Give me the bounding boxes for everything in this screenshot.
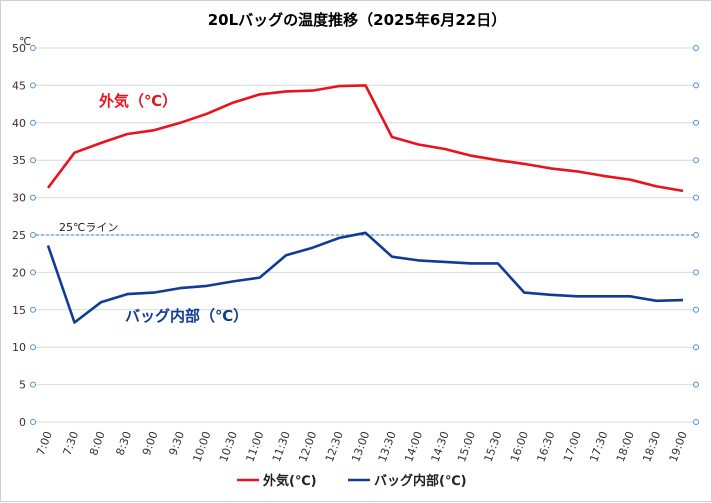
- left-axis-marker: [30, 119, 36, 126]
- left-axis-marker: [30, 419, 36, 425]
- series-line-bag-inside: [46, 231, 684, 324]
- legend: 外気(℃) バッグ内部(℃): [237, 473, 467, 489]
- left-axis-marker: [30, 82, 36, 89]
- reference-line-label: 25℃ライン: [59, 221, 118, 234]
- x-tick-label: 10:00: [191, 430, 214, 464]
- x-tick-label: 7:00: [34, 430, 55, 458]
- right-axis-marker: [693, 344, 699, 351]
- x-tick-label: 19:00: [667, 430, 690, 464]
- x-tick-label: 12:30: [323, 430, 346, 464]
- x-tick-label: 13:00: [349, 430, 372, 464]
- x-tick-label: 16:00: [508, 430, 531, 464]
- x-tick-label: 15:00: [455, 430, 478, 464]
- legend-label: 外気(℃): [262, 473, 317, 489]
- x-tick-label: 17:00: [561, 430, 584, 464]
- x-tick-label: 10:30: [217, 430, 240, 464]
- right-axis-marker: [693, 419, 699, 425]
- x-tick-label: 8:00: [87, 430, 108, 458]
- x-tick-label: 14:00: [402, 430, 425, 464]
- right-axis-marker: [693, 194, 699, 201]
- y-tick-label: 15: [12, 304, 26, 317]
- left-axis-marker: [30, 344, 36, 351]
- y-tick-label: 20: [12, 266, 26, 279]
- y-tick-label: 25: [12, 229, 26, 242]
- x-tick-label: 16:30: [534, 430, 557, 464]
- right-axis-marker: [693, 269, 699, 276]
- x-tick-label: 14:30: [429, 430, 452, 464]
- series-line-outside: [46, 84, 684, 193]
- left-axis-marker: [30, 194, 36, 201]
- reference-layer: 25℃ライン: [36, 221, 695, 236]
- right-axis-marker: [693, 45, 699, 51]
- y-tick-label: 50: [12, 42, 26, 55]
- y-axis-unit-label: ℃: [19, 35, 31, 48]
- y-tick-label: 30: [12, 192, 26, 205]
- x-tick-label: 7:30: [61, 430, 82, 458]
- axis-marker-layer: [30, 45, 699, 425]
- chart-title: 20Lバッグの温度推移（2025年6月22日）: [208, 11, 507, 29]
- x-tick-label: 9:30: [166, 430, 187, 458]
- y-tick-label: 5: [19, 379, 26, 392]
- y-tick-label: 35: [12, 154, 26, 167]
- x-tick-label: 8:30: [114, 430, 135, 458]
- y-tick-label: 40: [12, 117, 26, 130]
- series-layer: [46, 84, 684, 324]
- legend-label: バッグ内部(℃): [374, 473, 467, 489]
- right-axis-marker: [693, 82, 699, 89]
- x-tick-label: 18:00: [614, 430, 637, 464]
- right-axis-marker: [693, 381, 699, 388]
- right-axis-marker: [693, 119, 699, 126]
- series-annotation: バッグ内部（℃）: [125, 307, 248, 325]
- y-tick-label: 0: [19, 416, 26, 429]
- left-axis-marker: [30, 269, 36, 276]
- left-axis-marker: [30, 306, 36, 313]
- x-tick-label: 9:00: [140, 430, 161, 458]
- x-tick-label: 15:30: [482, 430, 505, 464]
- right-axis-marker: [693, 157, 699, 164]
- left-axis-marker: [30, 381, 36, 388]
- series-annotation: 外気（℃）: [98, 92, 177, 110]
- x-tick-label: 12:00: [296, 430, 319, 464]
- left-axis-marker: [30, 157, 36, 164]
- x-tick-label: 17:30: [587, 430, 610, 464]
- y-tick-label: 10: [12, 341, 26, 354]
- left-axis-marker: [30, 232, 36, 238]
- y-tick-label: 45: [12, 79, 26, 92]
- annotation-layer: 外気（℃） バッグ内部（℃）: [98, 92, 248, 325]
- left-axis-marker: [30, 45, 36, 51]
- x-tick-label: 11:30: [270, 430, 293, 464]
- x-tick-label: 11:00: [243, 430, 266, 464]
- right-axis-marker: [693, 232, 699, 238]
- x-tick-label: 18:30: [640, 430, 663, 464]
- right-axis-marker: [693, 306, 699, 313]
- x-tick-label: 13:30: [376, 430, 399, 464]
